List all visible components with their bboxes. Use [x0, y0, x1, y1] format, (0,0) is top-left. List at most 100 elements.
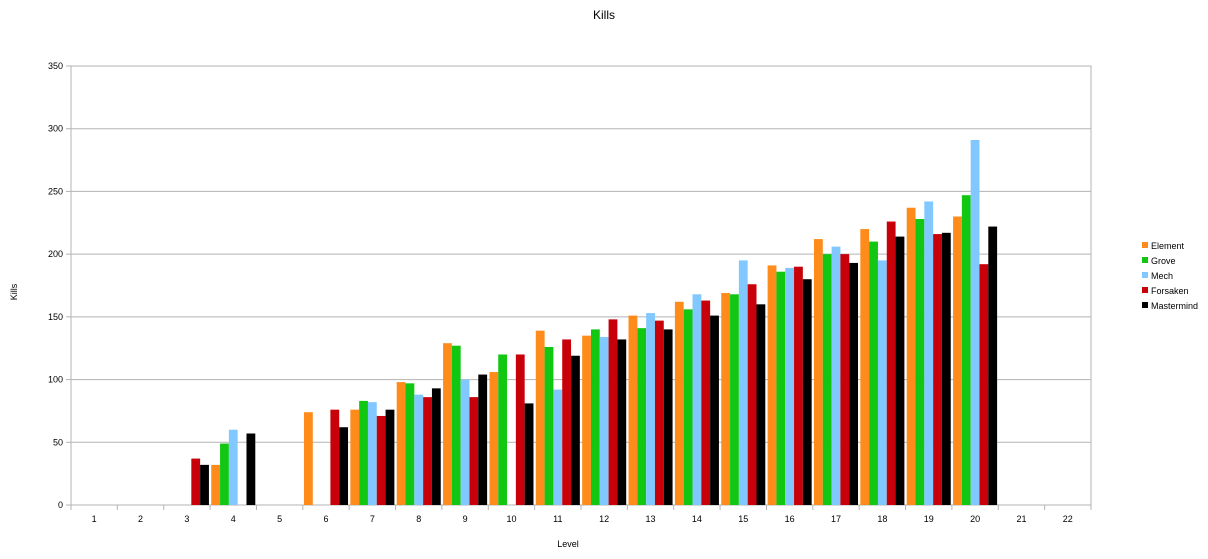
x-tick-label: 10	[506, 514, 516, 524]
bar-forsaken-level-9	[469, 397, 479, 505]
legend-swatch	[1142, 287, 1148, 293]
legend-label: Grove	[1151, 256, 1176, 266]
bar-mastermind-level-9	[478, 374, 488, 505]
bar-mastermind-level-4	[246, 433, 256, 505]
bar-grove-level-18	[869, 241, 878, 505]
bar-grove-level-8	[405, 383, 415, 505]
legend-swatch	[1142, 257, 1148, 263]
bar-element-level-6	[303, 412, 313, 505]
bar-mastermind-level-20	[988, 226, 998, 505]
x-tick-label: 17	[831, 514, 841, 524]
bars	[191, 140, 998, 506]
bar-mech-level-18	[877, 260, 887, 505]
legend: Element Grove Mech Forsaken Mastermind	[1142, 241, 1198, 311]
bar-grove-level-14	[683, 309, 693, 505]
x-tick-label: 18	[877, 514, 887, 524]
legend-swatch	[1142, 302, 1148, 308]
bar-mech-level-13	[646, 313, 655, 505]
bar-grove-level-16	[776, 271, 786, 505]
bar-mech-level-20	[970, 140, 980, 505]
bar-element-level-15	[721, 293, 731, 505]
y-tick-label: 250	[48, 186, 63, 196]
bar-forsaken-level-20	[979, 264, 989, 505]
legend-label: Forsaken	[1151, 286, 1189, 296]
bar-element-level-7	[350, 409, 360, 505]
x-axis-tick-labels: 1 2 3 4 5 6 7 8 9 10 11 12 13 14 15 16 17 18 19 20 21 22	[92, 514, 1073, 524]
plot-area-frame	[70, 65, 1092, 506]
bar-element-level-12	[582, 335, 591, 505]
bar-forsaken-level-15	[747, 284, 757, 505]
bar-grove-level-19	[915, 219, 925, 505]
x-tick-label: 8	[416, 514, 421, 524]
x-tick-label: 20	[970, 514, 980, 524]
bar-mastermind-level-7	[385, 409, 395, 505]
bar-forsaken-level-6	[330, 409, 340, 505]
bar-mastermind-level-10	[524, 403, 534, 505]
bar-element-level-14	[674, 301, 684, 505]
x-tick-label: 15	[738, 514, 748, 524]
x-tick-label: 12	[599, 514, 609, 524]
bar-forsaken-level-17	[840, 254, 850, 505]
bar-forsaken-level-19	[933, 234, 942, 505]
bar-element-level-13	[628, 315, 638, 505]
bar-mech-level-12	[599, 336, 609, 505]
y-tick-label: 200	[48, 249, 63, 259]
bar-forsaken-level-18	[886, 221, 896, 505]
x-tick-label: 11	[553, 514, 562, 524]
bar-forsaken-level-10	[515, 354, 525, 505]
bar-mastermind-level-16	[802, 279, 812, 505]
y-axis-title: Kills	[9, 283, 19, 300]
bar-mech-level-4	[228, 429, 238, 505]
bar-mastermind-level-11	[571, 355, 580, 505]
bar-element-level-9	[443, 343, 452, 505]
bar-grove-level-4	[220, 443, 229, 505]
y-tick-label: 50	[53, 437, 63, 447]
x-tick-label: 3	[184, 514, 189, 524]
bar-element-level-19	[906, 207, 916, 505]
bar-mech-level-15	[738, 260, 748, 505]
x-tick-label: 2	[138, 514, 143, 524]
bar-forsaken-level-16	[794, 266, 803, 505]
y-tick-label: 350	[48, 61, 63, 71]
y-axis-tick-labels: 0 50 100 150 200 250 300 350	[48, 61, 63, 510]
x-tick-label: 6	[323, 514, 328, 524]
bar-mastermind-level-6	[339, 427, 349, 505]
bar-mastermind-level-19	[941, 232, 951, 505]
bar-element-level-20	[953, 216, 962, 505]
bar-forsaken-level-7	[376, 415, 386, 505]
bar-forsaken-level-12	[608, 319, 618, 505]
bar-mech-level-8	[414, 394, 424, 505]
x-tick-label: 4	[231, 514, 236, 524]
bar-mastermind-level-18	[895, 236, 905, 505]
legend-label: Mastermind	[1151, 301, 1198, 311]
bar-element-level-17	[813, 239, 823, 505]
bar-forsaken-level-13	[654, 320, 664, 505]
bar-mastermind-level-17	[849, 262, 859, 505]
bar-mastermind-level-15	[756, 304, 766, 505]
y-tick-label: 300	[48, 124, 63, 134]
bar-forsaken-level-11	[562, 339, 572, 505]
bar-element-level-18	[860, 229, 870, 506]
bar-grove-level-10	[498, 354, 508, 505]
bar-element-level-8	[396, 382, 406, 505]
bar-mech-level-7	[367, 402, 377, 505]
x-tick-label: 21	[1016, 514, 1026, 524]
bar-mastermind-level-8	[431, 388, 441, 505]
bar-grove-level-20	[961, 195, 971, 506]
bar-element-level-10	[489, 372, 499, 505]
y-tick-label: 100	[48, 375, 63, 385]
x-tick-label: 5	[277, 514, 282, 524]
y-tick-label: 150	[48, 312, 63, 322]
bar-mastermind-level-14	[710, 315, 719, 505]
bar-mastermind-level-3	[200, 464, 209, 505]
chart-title: Kills	[593, 8, 615, 22]
bar-mech-level-19	[924, 201, 934, 505]
bar-grove-level-13	[637, 328, 647, 505]
x-tick-label: 16	[785, 514, 795, 524]
x-tick-label: 13	[646, 514, 656, 524]
legend-swatch	[1142, 272, 1148, 278]
y-tick-label: 0	[58, 500, 63, 510]
bar-mech-level-9	[460, 379, 470, 505]
bar-forsaken-level-14	[701, 300, 711, 505]
